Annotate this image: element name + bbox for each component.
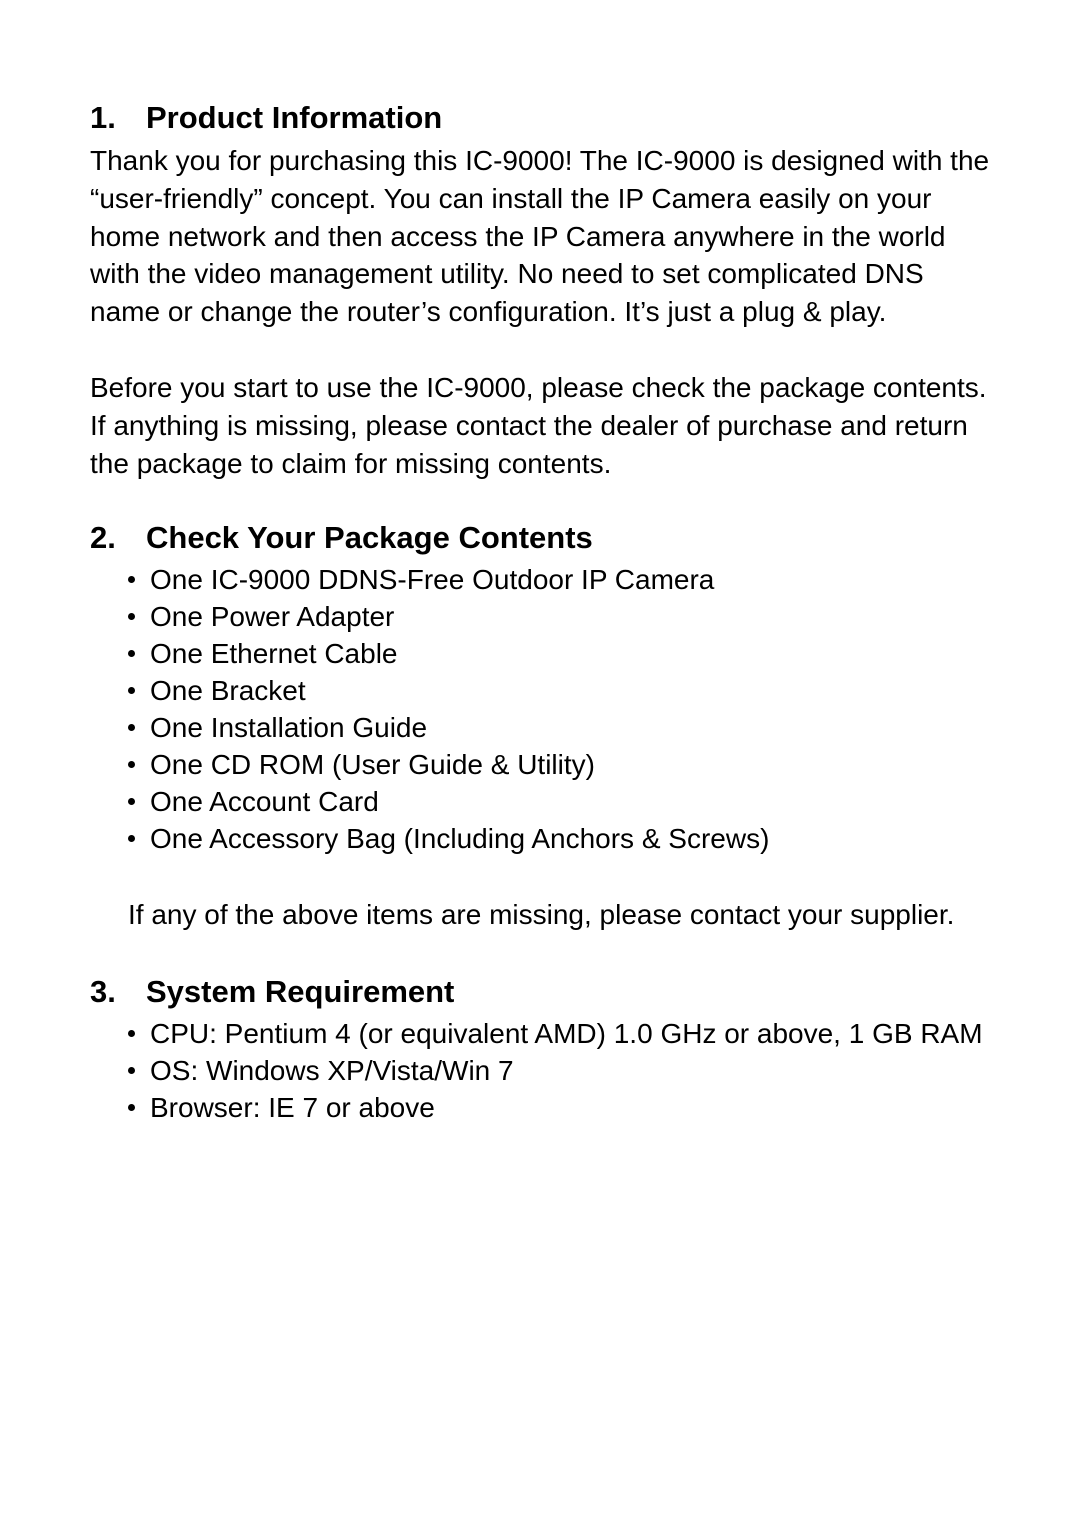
section-3-title: System Requirement (146, 974, 454, 1010)
section-1-paragraph-2: Before you start to use the IC-9000, ple… (90, 369, 990, 482)
list-item: OS: Windows XP/Vista/Win 7 (128, 1053, 990, 1090)
list-item: One Bracket (128, 673, 990, 710)
section-2-heading: 2. Check Your Package Contents (90, 520, 990, 556)
section-2-title: Check Your Package Contents (146, 520, 593, 556)
section-3-heading: 3. System Requirement (90, 974, 990, 1010)
list-item: One Accessory Bag (Including Anchors & S… (128, 821, 990, 858)
section-3-number: 3. (90, 974, 146, 1010)
section-3-list: CPU: Pentium 4 (or equivalent AMD) 1.0 G… (128, 1016, 990, 1127)
section-2-number: 2. (90, 520, 146, 556)
list-item: One Account Card (128, 784, 990, 821)
section-1-number: 1. (90, 100, 146, 136)
section-1-heading: 1. Product Information (90, 100, 990, 136)
list-item: One CD ROM (User Guide & Utility) (128, 747, 990, 784)
section-1-paragraph-1: Thank you for purchasing this IC-9000! T… (90, 142, 990, 331)
list-item: One Installation Guide (128, 710, 990, 747)
list-item: Browser: IE 7 or above (128, 1090, 990, 1127)
list-item: CPU: Pentium 4 (or equivalent AMD) 1.0 G… (128, 1016, 990, 1053)
list-item: One Ethernet Cable (128, 636, 990, 673)
list-item: One IC-9000 DDNS-Free Outdoor IP Camera (128, 562, 990, 599)
section-1-title: Product Information (146, 100, 442, 136)
list-item: One Power Adapter (128, 599, 990, 636)
section-2-list: One IC-9000 DDNS-Free Outdoor IP Camera … (128, 562, 990, 858)
section-2-footer: If any of the above items are missing, p… (128, 896, 990, 934)
